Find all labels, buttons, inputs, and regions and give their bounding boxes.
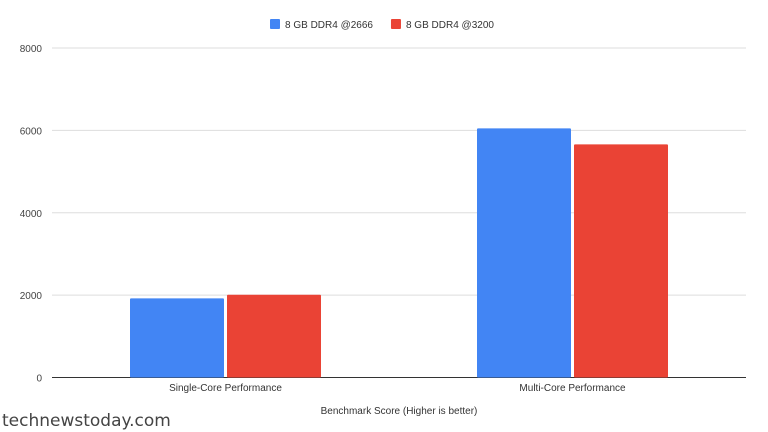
x-tick-label: Single-Core Performance	[169, 383, 282, 394]
y-tick-label: 6000	[20, 126, 43, 137]
bar	[574, 144, 668, 378]
bar	[130, 298, 224, 378]
y-tick-label: 0	[36, 374, 42, 385]
bar	[477, 128, 571, 378]
watermark: technewstoday.com	[2, 411, 171, 431]
y-tick-label: 4000	[20, 209, 43, 220]
y-tick-label: 2000	[20, 291, 43, 302]
legend-label: 8 GB DDR4 @3200	[406, 20, 494, 31]
x-axis-label: Benchmark Score (Higher is better)	[321, 406, 478, 417]
y-tick-label: 8000	[20, 44, 43, 55]
x-tick-label: Multi-Core Performance	[519, 383, 626, 394]
bar	[227, 294, 321, 378]
legend-swatch	[270, 19, 280, 29]
legend-label: 8 GB DDR4 @2666	[285, 20, 373, 31]
legend-swatch	[390, 19, 401, 29]
